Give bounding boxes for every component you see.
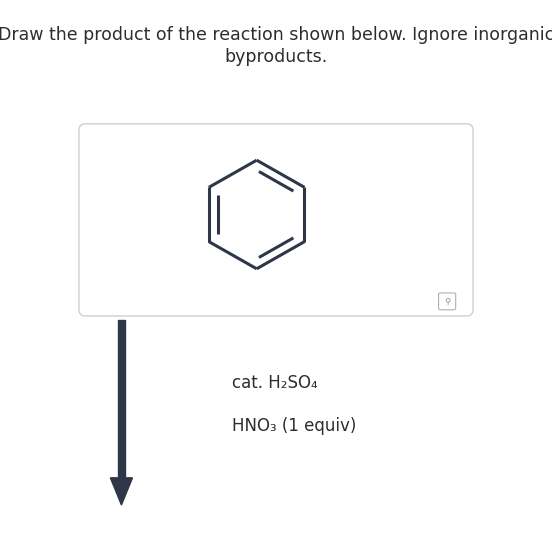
Text: cat. H₂SO₄: cat. H₂SO₄ [232,374,317,392]
FancyBboxPatch shape [79,124,473,316]
FancyBboxPatch shape [439,293,456,310]
Polygon shape [118,320,125,478]
Text: ⚲: ⚲ [444,297,450,306]
Polygon shape [110,478,132,505]
Text: byproducts.: byproducts. [224,48,328,66]
Text: Draw the product of the reaction shown below. Ignore inorganic: Draw the product of the reaction shown b… [0,26,552,45]
Text: HNO₃ (1 equiv): HNO₃ (1 equiv) [232,417,356,435]
